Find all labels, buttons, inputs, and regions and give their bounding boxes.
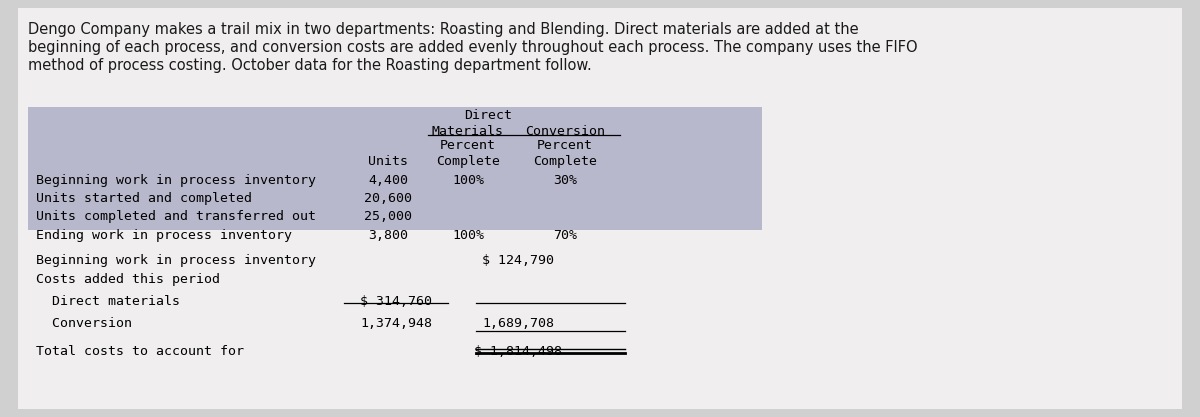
Text: 4,400: 4,400 [368, 174, 408, 187]
Text: Total costs to account for: Total costs to account for [36, 345, 244, 358]
Text: Conversion: Conversion [36, 317, 132, 330]
Text: Costs added this period: Costs added this period [36, 273, 220, 286]
Text: $ 124,790: $ 124,790 [482, 254, 554, 267]
Text: 1,689,708: 1,689,708 [482, 317, 554, 330]
Text: Dengo Company makes a trail mix in two departments: Roasting and Blending. Direc: Dengo Company makes a trail mix in two d… [28, 22, 859, 37]
Text: Direct: Direct [464, 109, 512, 122]
Text: Ending work in process inventory: Ending work in process inventory [36, 229, 292, 242]
Text: Beginning work in process inventory: Beginning work in process inventory [36, 254, 316, 267]
Text: Conversion: Conversion [526, 125, 605, 138]
Text: 70%: 70% [553, 229, 577, 242]
Text: 20,600: 20,600 [364, 192, 412, 205]
Text: method of process costing. October data for the Roasting department follow.: method of process costing. October data … [28, 58, 592, 73]
Text: 100%: 100% [452, 229, 484, 242]
Text: Units started and completed: Units started and completed [36, 192, 252, 205]
Text: beginning of each process, and conversion costs are added evenly throughout each: beginning of each process, and conversio… [28, 40, 918, 55]
Text: 3,800: 3,800 [368, 229, 408, 242]
Text: Complete: Complete [436, 155, 500, 168]
Text: Direct materials: Direct materials [36, 295, 180, 308]
Text: Units: Units [368, 155, 408, 168]
Text: $ 314,760: $ 314,760 [360, 295, 432, 308]
Text: Percent: Percent [538, 139, 593, 152]
Text: $ 1,814,498: $ 1,814,498 [474, 345, 562, 358]
Text: 30%: 30% [553, 174, 577, 187]
Text: 25,000: 25,000 [364, 210, 412, 223]
Text: Materials: Materials [432, 125, 504, 138]
Text: Complete: Complete [533, 155, 598, 168]
Text: Beginning work in process inventory: Beginning work in process inventory [36, 174, 316, 187]
Text: Percent: Percent [440, 139, 496, 152]
Text: 100%: 100% [452, 174, 484, 187]
Text: Units completed and transferred out: Units completed and transferred out [36, 210, 316, 223]
Text: 1,374,948: 1,374,948 [360, 317, 432, 330]
Bar [28, 107, 762, 230]
